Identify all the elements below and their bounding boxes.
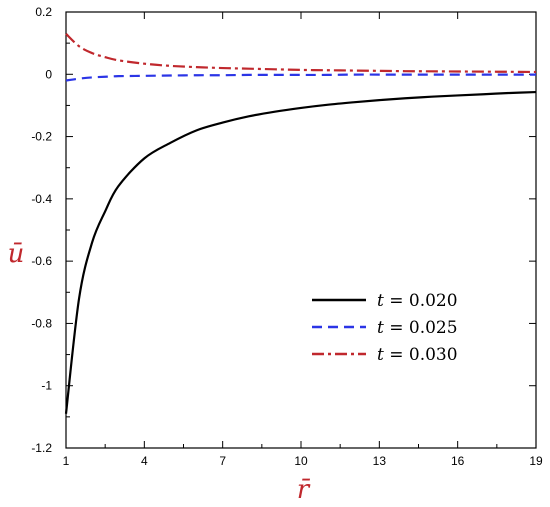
x-tick-label-3: 10 bbox=[294, 454, 308, 468]
x-tick-label-5: 16 bbox=[451, 454, 465, 468]
legend-label-var-1: t bbox=[377, 318, 384, 338]
x-tick-label-2: 7 bbox=[219, 454, 226, 468]
x-axis-title: r̄ bbox=[297, 475, 311, 505]
legend-label-0: t = 0.020 bbox=[377, 291, 458, 311]
y-tick-label-2: -0.2 bbox=[31, 130, 52, 144]
x-tick-label-1: 4 bbox=[141, 454, 148, 468]
y-tick-label-6: -1 bbox=[41, 379, 52, 393]
legend-label-value-2: = 0.030 bbox=[384, 345, 458, 365]
y-tick-label-5: -0.8 bbox=[31, 316, 52, 330]
x-tick-label-0: 1 bbox=[63, 454, 70, 468]
y-tick-label-7: -1.2 bbox=[31, 441, 52, 455]
series-line-2 bbox=[65, 33, 537, 74]
series-line-0 bbox=[64, 90, 537, 414]
y-tick-label-1: 0 bbox=[45, 67, 52, 81]
legend-label-2: t = 0.030 bbox=[377, 345, 458, 365]
y-axis-title: ū bbox=[8, 239, 25, 269]
legend-label-value-0: = 0.020 bbox=[384, 291, 458, 311]
legend-label-var-0: t bbox=[377, 291, 384, 311]
x-tick-label-4: 13 bbox=[373, 454, 387, 468]
x-tick-label-6: 19 bbox=[529, 454, 543, 468]
plot-area: 1 4 7 10 13 16 19 0.2 0 -0.2 -0.4 -0.6 -0.8 -1 -1.2 bbox=[31, 5, 543, 468]
y-tick-label-3: -0.4 bbox=[31, 192, 52, 206]
plot-frame bbox=[65, 11, 537, 449]
legend-label-1: t = 0.025 bbox=[377, 318, 458, 338]
y-tick-label-0: 0.2 bbox=[35, 5, 52, 19]
y-tick-label-4: -0.6 bbox=[31, 254, 52, 268]
legend-label-var-2: t bbox=[377, 345, 384, 365]
series-line-1 bbox=[65, 73, 536, 82]
legend-label-value-1: = 0.025 bbox=[384, 318, 458, 338]
